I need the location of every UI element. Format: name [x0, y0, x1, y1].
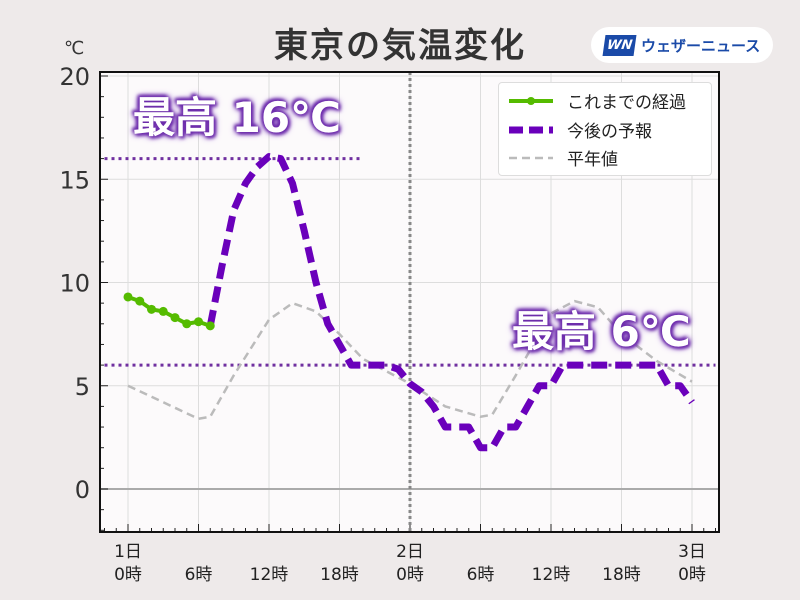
legend-label-normal: 平年値	[567, 150, 618, 170]
y-tick-label: 5	[75, 373, 90, 401]
x-tick-label: 0時	[396, 565, 424, 585]
legend-label-forecast: 今後の予報	[567, 122, 652, 142]
legend-item-observed: これまでの経過	[507, 88, 686, 113]
observed-point	[123, 292, 133, 302]
x-tick-label: 2日	[396, 542, 424, 562]
x-tick-label: 18時	[320, 565, 359, 585]
observed-point	[205, 321, 215, 331]
x-tick-label: 6時	[185, 565, 213, 585]
x-tick-label: 0時	[678, 565, 706, 585]
plot-frame	[99, 71, 720, 533]
logo-text: ウェザーニュース	[640, 36, 761, 55]
max-temp-label-day2: 最高 6℃	[512, 307, 691, 356]
series-line-2	[127, 299, 693, 421]
x-tick-label: 0時	[114, 565, 142, 585]
legend: これまでの経過 今後の予報 平年値	[498, 82, 712, 176]
legend-item-forecast: 今後の予報	[507, 117, 652, 142]
weathernews-logo: WN ウェザーニュース	[591, 27, 773, 63]
x-tick-label: 1日	[114, 542, 142, 562]
observed-point	[170, 313, 180, 323]
x-tick-label: 6時	[467, 565, 495, 585]
y-tick-label: 0	[75, 476, 90, 504]
max-temp-label-day1: 最高 16℃	[133, 93, 341, 142]
y-tick-label: 10	[59, 270, 90, 298]
legend-observed-swatch	[509, 96, 553, 105]
observed-point	[147, 304, 156, 314]
x-tick-label: 12時	[250, 565, 289, 585]
observed-point	[194, 317, 203, 327]
x-tick-label: 3日	[678, 542, 706, 562]
y-tick-label: 15	[59, 166, 90, 194]
y-axis-unit: ℃	[64, 38, 84, 59]
chart-title: 東京の気温変化	[274, 26, 526, 66]
y-tick-label: 20	[59, 63, 90, 91]
series-line-1	[206, 153, 695, 452]
x-tick-label: 12時	[532, 565, 571, 585]
legend-label-observed: これまでの経過	[567, 93, 686, 113]
observed-point	[158, 306, 168, 316]
x-tick-label: 18時	[602, 565, 641, 585]
legend-normal-swatch	[509, 156, 553, 159]
observed-point	[182, 319, 192, 329]
legend-item-normal: 平年値	[507, 145, 618, 170]
legend-forecast-swatch	[509, 126, 553, 133]
observed-point	[135, 296, 145, 306]
